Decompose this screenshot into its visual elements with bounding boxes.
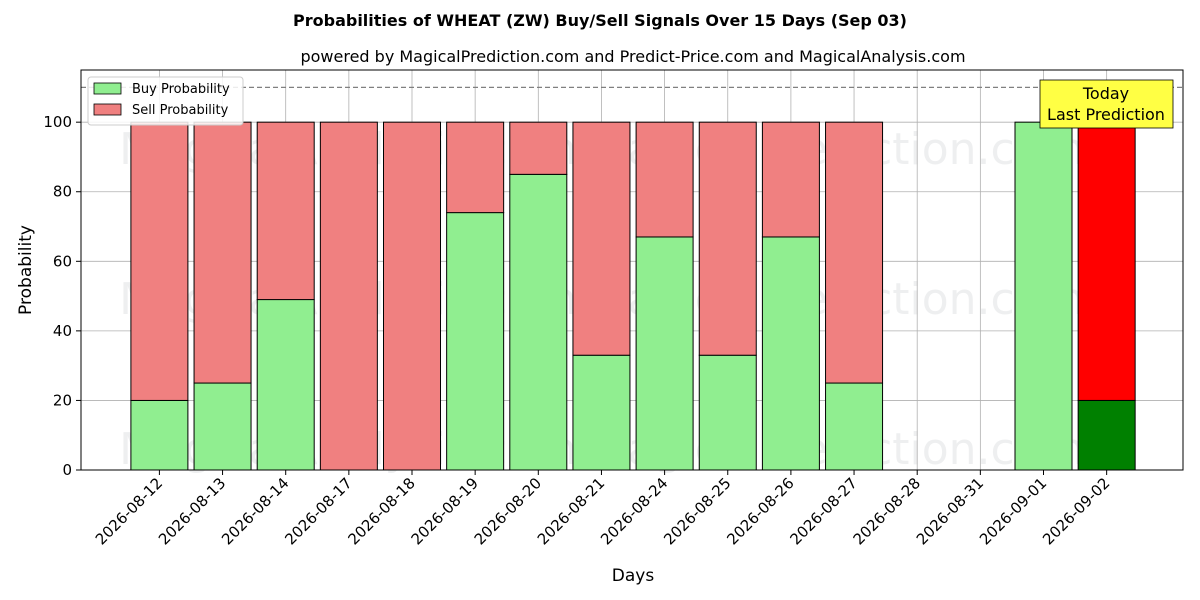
bar-buy xyxy=(446,212,505,471)
bar-buy xyxy=(193,382,252,471)
legend: Buy Probability Sell Probability xyxy=(87,76,244,126)
bar-sell xyxy=(446,121,505,214)
x-tick-label: 2026-08-27 xyxy=(786,474,860,548)
y-tick-label: 60 xyxy=(53,252,72,270)
y-axis-label: Probability xyxy=(16,225,36,315)
bar-buy xyxy=(825,382,884,471)
legend-buy-label: Buy Probability xyxy=(132,82,230,97)
bar-sell xyxy=(1077,121,1136,401)
bar-sell xyxy=(193,121,252,384)
x-tick-label: 2026-09-01 xyxy=(976,474,1050,548)
legend-box xyxy=(87,76,244,126)
bar-buy xyxy=(509,173,568,471)
bar-sell xyxy=(635,121,694,238)
y-ticks: 0 20 40 60 80 100 xyxy=(43,113,81,479)
bar-sell xyxy=(572,121,631,356)
legend-sell-swatch xyxy=(93,103,122,116)
today-box xyxy=(1039,79,1174,129)
today-label-line1: Today xyxy=(1082,84,1129,103)
y-tick-label: 0 xyxy=(62,461,72,479)
x-tick-label: 2026-08-20 xyxy=(471,474,545,548)
y-tick-label: 100 xyxy=(43,113,72,131)
x-tick-label: 2026-08-19 xyxy=(408,474,482,548)
x-tick-label: 2026-08-28 xyxy=(850,474,924,548)
today-label-line2: Last Prediction xyxy=(1047,105,1165,124)
bars xyxy=(130,121,1136,471)
today-annotation: Today Last Prediction xyxy=(1039,79,1174,129)
y-tick-label: 20 xyxy=(53,391,72,409)
chart-title: Probabilities of WHEAT (ZW) Buy/Sell Sig… xyxy=(293,11,907,30)
bar-buy xyxy=(635,236,694,471)
x-tick-label: 2026-08-12 xyxy=(92,474,166,548)
x-tick-label: 2026-08-24 xyxy=(597,474,671,548)
bar-sell xyxy=(698,121,757,356)
bar-sell xyxy=(256,121,315,301)
bar-sell xyxy=(509,121,568,175)
plot-frame xyxy=(80,69,1184,471)
y-tick-label: 40 xyxy=(53,322,72,340)
bar-sell xyxy=(319,121,378,471)
y-tick-label: 80 xyxy=(53,183,72,201)
x-axis-label: Days xyxy=(612,566,655,586)
x-tick-label: 2026-08-31 xyxy=(913,474,987,548)
x-tick-label: 2026-08-13 xyxy=(155,474,229,548)
bar-buy xyxy=(256,299,315,471)
x-tick-label: 2026-08-14 xyxy=(218,474,292,548)
bar-buy xyxy=(761,236,820,471)
bar-buy xyxy=(572,354,631,471)
x-tick-label: 2026-08-18 xyxy=(344,474,418,548)
bar-buy xyxy=(130,399,189,471)
legend-buy-swatch xyxy=(93,82,122,95)
bar-sell xyxy=(383,121,441,471)
bar-buy xyxy=(1014,121,1073,471)
bar-sell xyxy=(130,121,189,401)
x-ticks: 2026-08-122026-08-132026-08-142026-08-17… xyxy=(92,470,1113,548)
bar-buy xyxy=(698,354,757,471)
bar-sell xyxy=(761,121,820,238)
bar-buy xyxy=(1077,399,1136,471)
x-tick-label: 2026-08-21 xyxy=(534,474,608,548)
legend-sell-label: Sell Probability xyxy=(132,103,229,118)
x-tick-label: 2026-08-26 xyxy=(723,474,797,548)
bar-sell xyxy=(825,121,884,384)
x-tick-label: 2026-08-25 xyxy=(660,474,734,548)
chart-subtitle: powered by MagicalPrediction.com and Pre… xyxy=(300,47,965,66)
x-tick-label: 2026-08-17 xyxy=(281,474,355,548)
x-tick-label: 2026-09-02 xyxy=(1039,474,1113,548)
